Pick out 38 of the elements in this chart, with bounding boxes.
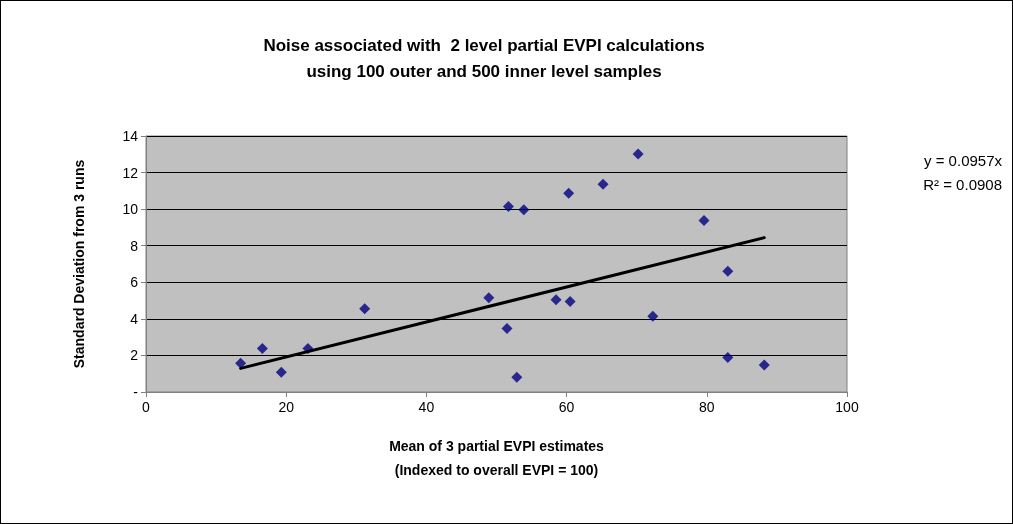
y-tick-label: 14 <box>122 128 139 144</box>
y-tick-label: 2 <box>130 347 139 364</box>
x-tick-label: 0 <box>142 399 151 415</box>
point <box>483 292 495 304</box>
y-tick-label: 6 <box>130 274 139 291</box>
point <box>502 200 514 212</box>
point <box>722 265 734 277</box>
point <box>275 366 287 378</box>
point <box>563 187 575 199</box>
x-tick-label: 60 <box>558 399 575 415</box>
text: y = 0.0957x <box>924 152 1003 169</box>
x-tick-label: 100 <box>835 399 859 415</box>
x-axis-title: Mean of 3 partial EVPI estimates (Indexed to overall EVPI = 100) <box>389 438 605 478</box>
point <box>359 303 371 315</box>
chart-title: Noise associated with 2 level partial EVPI calculations using 100 outer and 500 inner level samples <box>263 35 705 81</box>
point <box>550 294 562 306</box>
point <box>518 204 530 216</box>
y-axis-title: Standard Deviation from 3 runs <box>71 159 87 369</box>
point <box>698 214 710 226</box>
x-tick-label: 20 <box>278 399 295 415</box>
point <box>564 295 576 307</box>
x-tick-label: 80 <box>699 399 715 415</box>
point <box>758 359 770 371</box>
y-tick-label: 10 <box>122 201 139 218</box>
y-tick-label: 4 <box>130 310 139 327</box>
x-tick-label: 40 <box>418 399 435 415</box>
point <box>256 342 268 354</box>
text: R² = 0.0908 <box>923 176 1003 193</box>
y-tick-label: 12 <box>122 164 139 181</box>
point <box>647 310 659 322</box>
point <box>235 357 247 369</box>
point <box>511 371 523 383</box>
point <box>632 148 644 160</box>
point <box>501 323 513 335</box>
y-tick-label: 8 <box>130 237 139 254</box>
y-tick-label: - <box>133 384 139 400</box>
point <box>722 352 734 364</box>
point <box>597 178 609 190</box>
